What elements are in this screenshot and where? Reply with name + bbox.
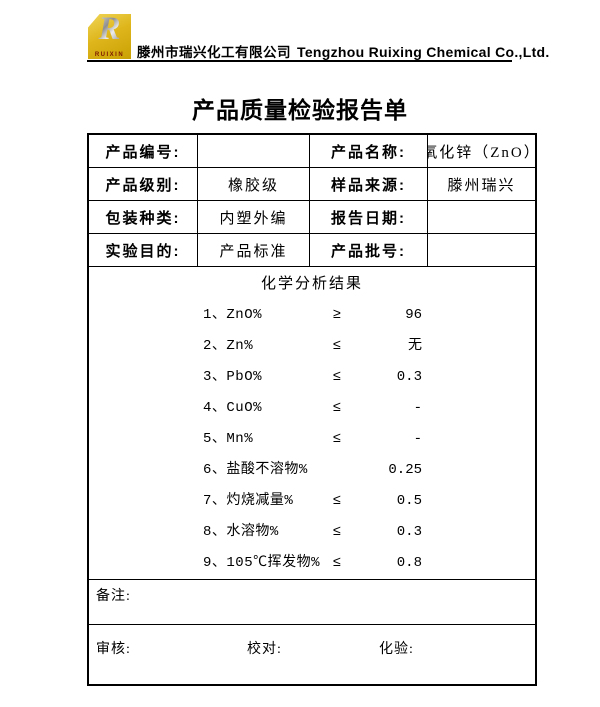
report-table: 产品编号: 产品名称: 氧化锌（ZnO） 产品级别: 橡胶级 样品来源: 滕州瑞兴包装种类:…: [87, 133, 537, 686]
analysis-section: 化学分析结果 1、ZnO% ≥96 2、Zn% ≤ 无 3、PbO% ≤0.3 4、CuO% ≤…: [89, 267, 535, 580]
analyte-name: 1、ZnO%: [203, 307, 263, 323]
company-name-cn: 滕州市瑞兴化工有限公司: [137, 45, 291, 60]
info-value: 橡胶级: [198, 168, 310, 201]
analysis-item: 3、PbO% ≤0.3: [89, 362, 535, 393]
analyte-value: 96: [405, 307, 422, 323]
company-logo: R RUIXIN: [88, 14, 131, 59]
info-value: 滕州瑞兴: [428, 168, 535, 201]
analysis-item: 2、Zn% ≤ 无: [89, 331, 535, 362]
analyte-name: 5、Mn%: [203, 431, 254, 447]
analysis-title: 化学分析结果: [260, 276, 363, 292]
analyte-relation: ≤: [332, 524, 342, 540]
info-value: 氧化锌（ZnO）: [428, 135, 535, 168]
analyte-name: 4、CuO%: [203, 400, 263, 416]
analysis-item: 4、CuO% ≤ -: [89, 393, 535, 424]
info-label: 产品名称:: [310, 135, 428, 168]
logo-brand-text: RUIXIN: [94, 52, 125, 58]
analyte-name: 8、水溶物%: [203, 524, 279, 540]
analyte-relation: ≥: [332, 307, 342, 323]
remarks-label: 备注:: [96, 589, 131, 604]
analyte-name: 9、105℃挥发物%: [203, 555, 321, 571]
analyte-value: 0.5: [396, 493, 422, 509]
analyte-name: 6、盐酸不溶物%: [203, 462, 308, 478]
info-label: 产品编号:: [89, 135, 198, 168]
assay-label: 化验:: [379, 642, 414, 657]
proofread-label: 校对:: [247, 642, 282, 657]
analysis-item: 7、灼烧减量% ≤0.5: [89, 486, 535, 517]
analyte-relation: ≤: [332, 431, 342, 447]
analyte-value: -: [413, 431, 422, 447]
header-divider: [87, 60, 512, 62]
info-value: 产品标准: [198, 234, 310, 267]
remarks-cell: 备注:: [89, 580, 535, 625]
info-label: 包装种类:: [89, 201, 198, 234]
analysis-item: 6、盐酸不溶物% 0.25: [89, 455, 535, 486]
company-name-line: 滕州市瑞兴化工有限公司 Tengzhou Ruixing Chemical Co.…: [137, 41, 550, 62]
analyte-name: 7、灼烧减量%: [203, 493, 294, 509]
review-label: 审核:: [96, 642, 131, 657]
analysis-item: 8、水溶物% ≤0.3: [89, 517, 535, 548]
page-title: 产品质量检验报告单: [192, 97, 408, 123]
info-value: [198, 135, 310, 168]
logo-r-icon: R: [88, 14, 131, 47]
analyte-relation: ≤: [332, 400, 342, 416]
info-value: [428, 234, 535, 267]
analyte-value: -: [413, 400, 422, 416]
analysis-item: 5、Mn% ≤ -: [89, 424, 535, 455]
signature-row: 审核: 校对: 化验:: [89, 625, 535, 684]
info-grid: 产品编号: 产品名称: 氧化锌（ZnO） 产品级别: 橡胶级 样品来源: 滕州瑞兴包装种类:…: [89, 135, 535, 267]
company-name-en: Tengzhou Ruixing Chemical Co.,Ltd.: [297, 44, 550, 60]
analyte-value: 无: [408, 338, 422, 354]
analyte-relation: ≤: [332, 555, 342, 571]
analyte-value: 0.8: [396, 555, 422, 571]
info-label: 产品批号:: [310, 234, 428, 267]
info-label: 样品来源:: [310, 168, 428, 201]
info-label: 产品级别:: [89, 168, 198, 201]
analyte-value: 0.25: [388, 462, 422, 478]
analysis-item: 1、ZnO% ≥96: [89, 300, 535, 331]
analyte-relation: ≤: [332, 493, 342, 509]
analysis-item: 9、105℃挥发物% ≤0.8: [89, 548, 535, 579]
info-label: 报告日期:: [310, 201, 428, 234]
analyte-value: 0.3: [396, 524, 422, 540]
analysis-items: 1、ZnO% ≥96 2、Zn% ≤ 无 3、PbO% ≤0.3 4、CuO% ≤ - 5、Mn% ≤…: [89, 300, 535, 579]
info-value: [428, 201, 535, 234]
analyte-value: 0.3: [396, 369, 422, 385]
analyte-relation: ≤: [332, 369, 342, 385]
info-label: 实验目的:: [89, 234, 198, 267]
info-value: 内塑外编: [198, 201, 310, 234]
analyte-relation: ≤: [332, 338, 342, 354]
analyte-name: 2、Zn%: [203, 338, 254, 354]
analyte-name: 3、PbO%: [203, 369, 263, 385]
